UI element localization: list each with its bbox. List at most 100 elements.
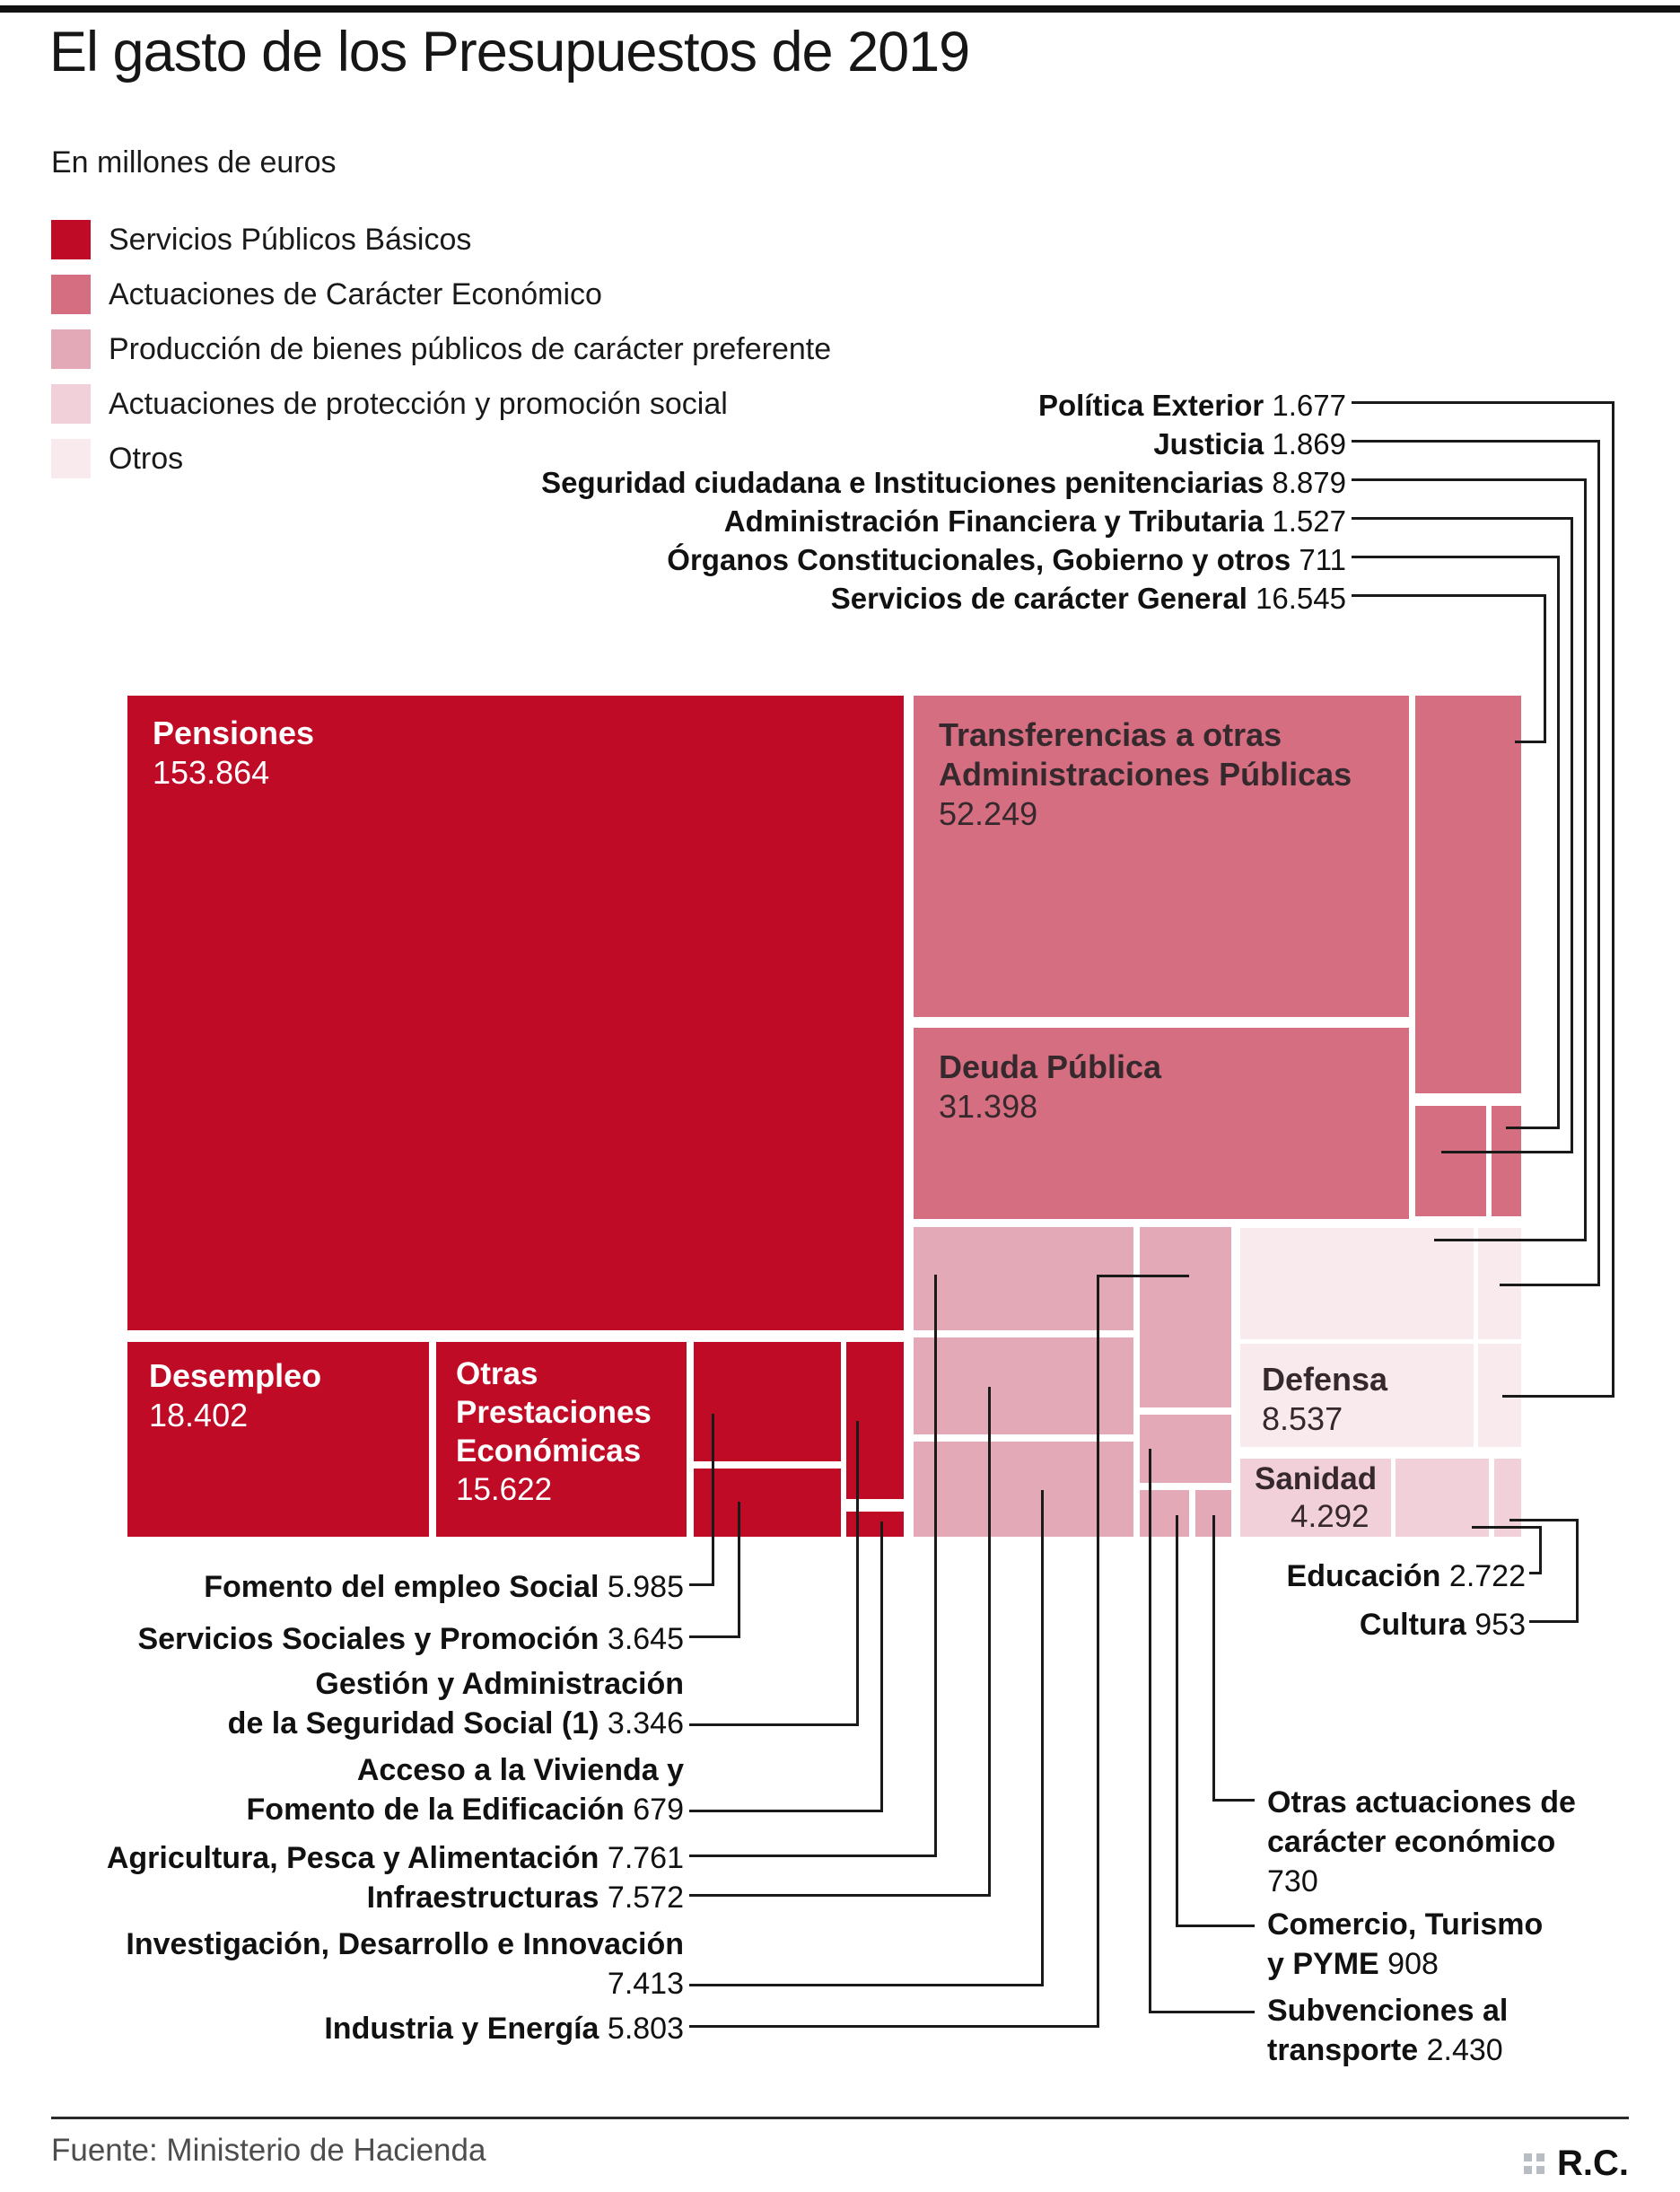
treemap-block-defensa: Defensa 8.537	[1240, 1344, 1474, 1447]
treemap-block-comercio-turismo-pyme	[1140, 1490, 1189, 1537]
treemap-block-sanidad: Sanidad 4.292	[1240, 1459, 1391, 1537]
top-border-bar	[0, 5, 1680, 13]
logo-text: R.C.	[1557, 2144, 1629, 2183]
publisher-logo: R.C.	[1436, 2144, 1629, 2184]
connector-line	[1576, 1519, 1579, 1623]
callout-acceso-vivienda: Acceso a la Vivienda y Fomento de la Edi…	[246, 1753, 684, 1827]
legend-item-label: Actuaciones de Carácter Económico	[109, 276, 602, 311]
connector-line	[1544, 594, 1546, 743]
connector-line	[1176, 1515, 1178, 1926]
block-value: 31.398	[939, 1088, 1038, 1125]
callout-industria-energia: Industria y Energía 5.803	[324, 2012, 684, 2046]
legend-item: Otros	[51, 439, 831, 478]
legend-item: Servicios Públicos Básicos	[51, 220, 831, 259]
connector-line	[1434, 1239, 1584, 1241]
treemap-block-cultura	[1494, 1459, 1521, 1537]
connector-line	[689, 1635, 738, 1638]
legend-item: Actuaciones de Carácter Económico	[51, 275, 831, 314]
block-value: 153.864	[153, 754, 270, 791]
connector-line	[1149, 2011, 1255, 2013]
treemap-block-pensiones: Pensiones 153.864	[127, 696, 904, 1330]
treemap-block-desempleo: Desempleo 18.402	[127, 1342, 429, 1537]
callout-servicios-sociales: Servicios Sociales y Promoción 3.645	[137, 1622, 684, 1656]
block-value: 15.622	[456, 1472, 553, 1507]
page-subtitle: En millones de euros	[51, 145, 337, 180]
connector-line	[934, 1275, 937, 1857]
block-label: Defensa	[1262, 1361, 1388, 1398]
legend-item-label: Otros	[109, 441, 184, 476]
page-title: El gasto de los Presupuestos de 2019	[49, 21, 970, 83]
connector-line	[1584, 478, 1587, 1241]
logo-dots-icon	[1524, 2153, 1544, 2174]
connector-line	[856, 1421, 859, 1726]
callout-otras-actuaciones: Otras actuaciones de carácter económico …	[1267, 1785, 1576, 1898]
connector-line	[1502, 1395, 1612, 1398]
treemap-block-investigacion	[914, 1442, 1133, 1537]
legend-swatch	[51, 275, 91, 314]
connector-line	[689, 1723, 856, 1726]
legend: Servicios Públicos Básicos Actuaciones d…	[51, 220, 831, 494]
legend-swatch	[51, 439, 91, 478]
callout-cultura: Cultura 953	[1359, 1608, 1526, 1642]
connector-line	[738, 1502, 740, 1638]
callout-organos-constitucionales: Órganos Constitucionales, Gobierno y otr…	[667, 543, 1346, 576]
treemap-block-educacion	[1396, 1459, 1489, 1537]
callout-agricultura: Agricultura, Pesca y Alimentación 7.761	[106, 1841, 684, 1875]
callout-subvenciones-transporte: Subvenciones al transporte 2.430	[1267, 1994, 1509, 2067]
connector-line	[1529, 1620, 1579, 1623]
connector-line	[689, 1810, 880, 1812]
callout-seguridad-ciudadana: Seguridad ciudadana e Instituciones peni…	[541, 466, 1346, 499]
legend-item: Actuaciones de protección y promoción so…	[51, 384, 831, 424]
connector-line	[1557, 556, 1560, 1129]
connector-line	[1097, 1275, 1189, 1277]
legend-item-label: Servicios Públicos Básicos	[109, 222, 472, 257]
connector-line	[1212, 1515, 1215, 1801]
connector-line	[1571, 517, 1573, 1153]
block-label: Otras	[456, 1356, 538, 1391]
treemap-block-subvenciones-transporte	[1140, 1415, 1231, 1483]
block-label: Sanidad	[1255, 1461, 1378, 1496]
treemap-block-acceso-vivienda	[846, 1512, 904, 1537]
callout-gestion-seguridad-social: Gestión y Administración de la Seguridad…	[227, 1667, 684, 1740]
connector-line	[1352, 440, 1600, 443]
callout-investigacion: Investigación, Desarrollo e Innovación 7…	[126, 1927, 684, 2001]
connector-line	[988, 1387, 991, 1897]
block-label: Prestaciones	[456, 1395, 652, 1430]
callout-fomento-empleo: Fomento del empleo Social 5.985	[204, 1570, 684, 1604]
connector-line	[1472, 1526, 1542, 1529]
block-label: Pensiones	[153, 715, 315, 751]
callout-infraestructuras: Infraestructuras 7.572	[366, 1881, 684, 1915]
connector-line	[1500, 1284, 1597, 1286]
connector-line	[712, 1414, 714, 1586]
connector-line	[1352, 401, 1614, 404]
source-credit: Fuente: Ministerio de Hacienda	[51, 2133, 486, 2168]
connector-line	[1149, 1449, 1151, 2012]
connector-line	[1097, 1275, 1099, 2028]
block-label: Desempleo	[149, 1357, 322, 1394]
block-label: Deuda Pública	[939, 1048, 1162, 1085]
footer-divider	[51, 2117, 1629, 2119]
connector-line	[1352, 594, 1546, 597]
legend-item-label: Producción de bienes públicos de carácte…	[109, 331, 832, 366]
treemap-block-gestion-seguridad-social	[846, 1342, 904, 1499]
connector-line	[1352, 517, 1573, 520]
connector-line	[1441, 1151, 1571, 1153]
connector-line	[1539, 1526, 1542, 1574]
legend-swatch	[51, 220, 91, 259]
connector-line	[1515, 741, 1544, 743]
connector-line	[880, 1521, 883, 1812]
treemap-block-organos-constitucionales	[1492, 1106, 1521, 1216]
treemap-block-deuda-publica: Deuda Pública 31.398	[914, 1028, 1409, 1219]
block-value: 8.537	[1262, 1400, 1343, 1437]
treemap-block-industria-energia	[1140, 1227, 1231, 1407]
connector-line	[1176, 1925, 1255, 1927]
connector-line	[689, 1854, 934, 1857]
connector-line	[689, 1984, 1041, 1986]
treemap-block-transferencias: Transferencias a otras Administraciones …	[914, 696, 1409, 1017]
block-value: 4.292	[1291, 1499, 1369, 1534]
treemap-block-fomento-empleo	[694, 1342, 841, 1461]
treemap-block-agricultura	[914, 1227, 1133, 1330]
connector-line	[689, 1583, 712, 1586]
callout-educacion: Educación 2.722	[1286, 1559, 1526, 1593]
